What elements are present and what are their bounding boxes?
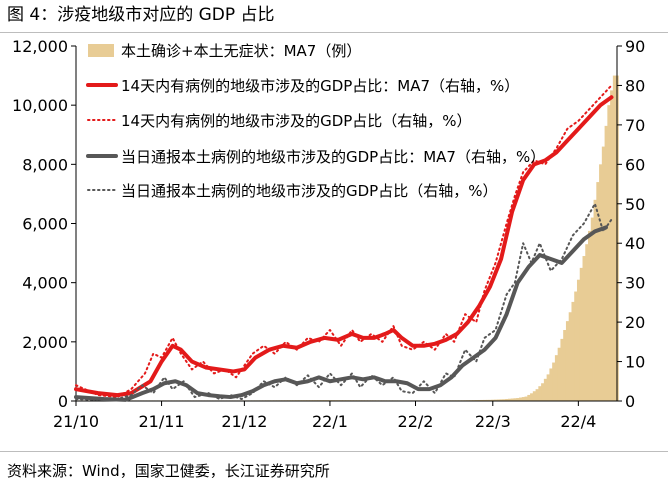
series-line-2 [75, 84, 613, 399]
case-bar [588, 230, 592, 401]
chart-title: 图 4：涉疫地级市对应的 GDP 占比 [7, 5, 275, 25]
case-bar [607, 105, 611, 402]
case-bar [552, 362, 556, 401]
left-tick-label: 6,000 [22, 215, 68, 234]
case-bar [601, 146, 605, 401]
case-bars [74, 75, 619, 402]
case-bar [538, 386, 542, 401]
source-divider [0, 451, 668, 452]
case-bar [599, 164, 603, 401]
series-lines [74, 84, 614, 402]
right-tick-label: 80 [625, 76, 645, 95]
case-bar [593, 199, 597, 401]
case-bar [483, 399, 487, 401]
x-tick-label: 21/11 [139, 412, 185, 431]
case-bar [568, 312, 572, 401]
right-tick-label: 50 [625, 195, 645, 214]
case-bar [524, 396, 528, 401]
case-bar [579, 267, 583, 402]
case-bar [530, 393, 534, 401]
case-bar [574, 291, 578, 401]
chart-axes: 0 2,000 4,000 6,000 8,000 10,000 12,000 0 10 20 30… [12, 37, 645, 431]
case-bar [491, 399, 495, 401]
case-bar [516, 398, 520, 401]
case-bar [527, 394, 531, 401]
left-tick-label: 10,000 [12, 96, 68, 115]
right-tick-label: 30 [625, 274, 645, 293]
source-note: 资料来源：Wind，国家卫健委，长江证券研究所 [7, 462, 330, 480]
case-bar [565, 321, 570, 402]
right-tick-label: 10 [625, 353, 645, 372]
series-line-3 [74, 225, 608, 402]
left-tick-label: 0 [58, 392, 68, 411]
case-bar [494, 399, 498, 401]
case-bar [596, 182, 600, 401]
case-bar [612, 75, 617, 401]
case-bar [560, 338, 564, 402]
chart-svg: 0 2,000 4,000 6,000 8,000 10,000 12,000 0 10 20 30… [12, 37, 645, 431]
case-bar [480, 399, 484, 401]
legend-label: 14天内有病例的地级市涉及的GDP占比（右轴，%） [121, 112, 472, 130]
legend-label: 当日通报本土病例的地级市涉及的GDP占比（右轴，%） [121, 182, 497, 200]
right-tick-label: 90 [625, 37, 645, 56]
legend-label: 本土确诊+本土无症状：MA7（例） [121, 42, 361, 60]
case-bar [507, 398, 512, 401]
case-bar [532, 391, 536, 401]
x-tick-label: 22/4 [560, 412, 596, 431]
case-bar [604, 125, 608, 402]
x-tick-label: 22/2 [398, 412, 434, 431]
x-tick-label: 21/10 [53, 412, 99, 431]
right-tick-label: 40 [625, 234, 645, 253]
case-bar [554, 355, 559, 401]
case-bar [496, 399, 501, 401]
left-tick-label: 12,000 [12, 37, 68, 56]
case-bar [543, 378, 548, 401]
case-bar [477, 399, 481, 401]
case-bar [499, 399, 503, 401]
case-bar [510, 398, 514, 401]
right-tick-label: 60 [625, 155, 645, 174]
x-tick-label: 22/1 [312, 412, 348, 431]
right-tick-label: 20 [625, 313, 645, 332]
case-bar [502, 399, 506, 401]
case-bar [521, 397, 525, 401]
case-bar [582, 256, 586, 401]
case-bar [546, 374, 550, 402]
case-bar [541, 383, 545, 401]
case-bar [557, 347, 561, 401]
case-bar [585, 244, 589, 401]
case-bar [610, 90, 614, 402]
left-tick-label: 2,000 [22, 333, 68, 352]
case-bar [563, 330, 567, 401]
x-tick-label: 21/12 [221, 412, 267, 431]
case-bar [513, 398, 517, 401]
right-tick-label: 70 [625, 116, 645, 135]
legend: 本土确诊+本土无症状：MA7（例） 14天内有病例的地级市涉及的GDP占比：MA7… [86, 42, 545, 200]
series-line-1 [74, 95, 614, 398]
case-bar [488, 399, 492, 401]
case-bar [535, 389, 539, 401]
legend-label: 当日通报本土病例的地级市涉及的GDP占比：MA7（右轴，%） [121, 148, 545, 166]
title-divider [0, 32, 668, 33]
left-tick-label: 4,000 [22, 274, 68, 293]
case-bar [590, 217, 594, 401]
right-tick-label: 0 [625, 392, 635, 411]
case-bar [519, 397, 523, 401]
legend-swatch [88, 44, 114, 57]
case-bar [485, 399, 490, 401]
case-bar [505, 398, 509, 401]
case-bar [571, 301, 575, 401]
legend-label: 14天内有病例的地级市涉及的GDP占比：MA7（右轴，%） [121, 77, 519, 95]
case-bar [576, 279, 581, 401]
left-tick-label: 8,000 [22, 155, 68, 174]
x-tick-label: 22/3 [475, 412, 511, 431]
case-bar [549, 368, 553, 401]
